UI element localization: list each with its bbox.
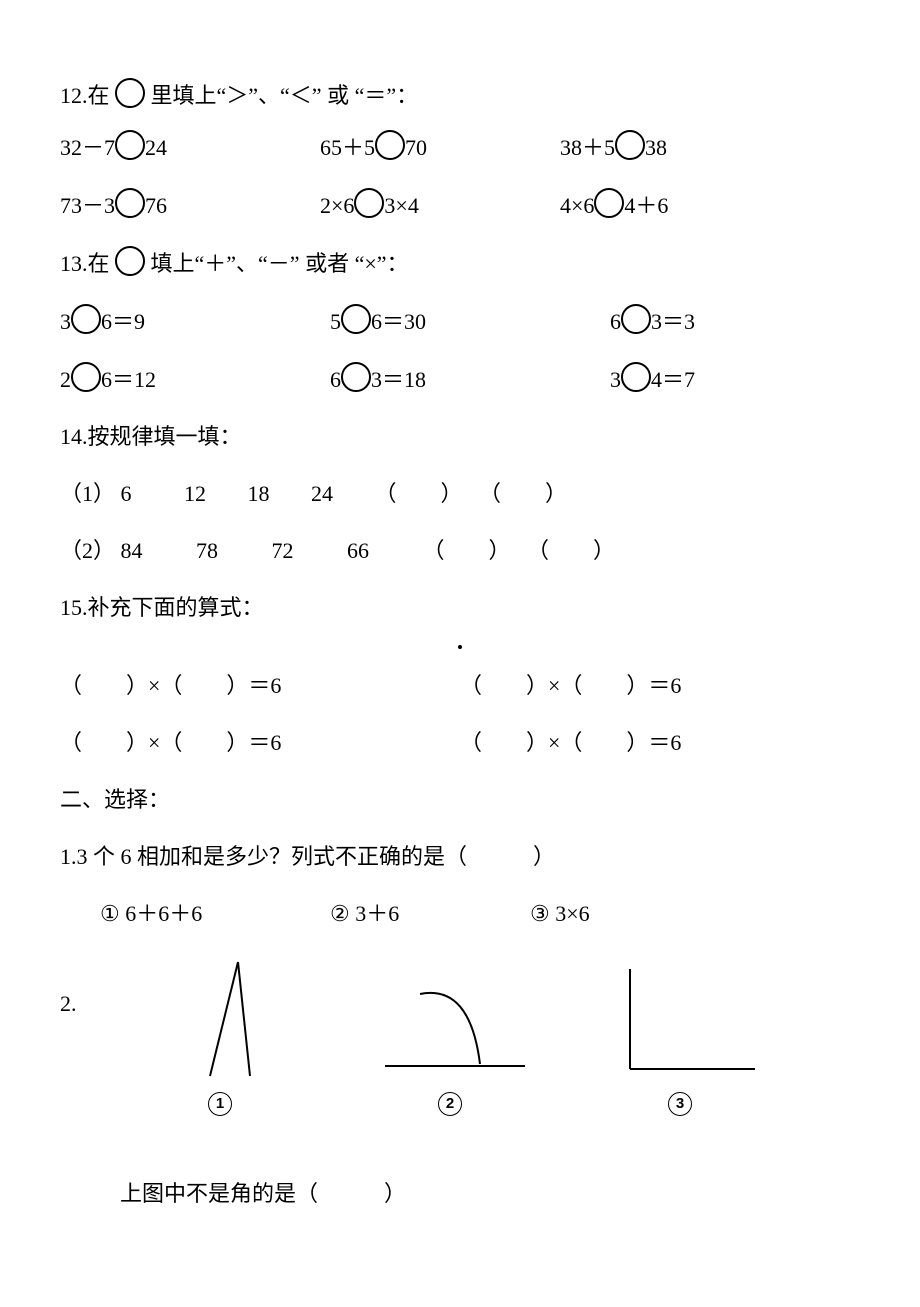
- blank-circle: [354, 188, 384, 218]
- q13-r1c2: 56＝30: [330, 304, 610, 338]
- circle-icon: [115, 246, 145, 276]
- q13-row2: 26＝12 63＝18 34＝7: [60, 362, 860, 396]
- s2q1-text: 1.3 个 6 相加和是多少？列式不正确的是（ ）: [60, 840, 860, 873]
- q12-r2c3: 4×64＋6: [560, 188, 800, 222]
- q14-line1: （1） 6 12 18 24 （ ） （ ）: [60, 477, 860, 510]
- q12-row1: 32－724 65＋570 38＋538: [60, 130, 860, 164]
- q12-r1c2: 65＋570: [320, 130, 560, 164]
- blank-circle: [341, 362, 371, 392]
- q14-title: 14.按规律填一填：: [60, 420, 860, 453]
- section2-title: 二、选择：: [60, 783, 860, 816]
- fig-label-3: 3: [668, 1092, 692, 1116]
- q15-midmark: [60, 630, 860, 663]
- q13-pre: 13.在: [60, 251, 110, 276]
- q13-r1c3: 63＝3: [610, 304, 810, 338]
- blank-paren: （ ）: [375, 477, 463, 510]
- q12-r1c1: 32－724: [60, 130, 320, 164]
- q15-row1: （ ）×（ ）＝6 （ ）×（ ）＝6: [60, 669, 860, 702]
- q12-r2c2: 2×63×4: [320, 188, 560, 222]
- s2q1-opt3: ③ 3×6: [530, 897, 690, 930]
- q12-post: 里填上“＞”、“＜” 或 “＝”：: [151, 83, 419, 108]
- blank-circle: [341, 304, 371, 334]
- blank-paren: （ ）: [479, 477, 567, 510]
- angle-figure-2: 2: [320, 954, 580, 1117]
- blank-circle: [115, 130, 145, 160]
- q12-prompt: 12.在 里填上“＞”、“＜” 或 “＝”：: [60, 78, 860, 112]
- q15-r2c2: （ ）×（ ）＝6: [460, 726, 681, 759]
- q15-r1c2: （ ）×（ ）＝6: [460, 669, 681, 702]
- s2q2-label: 2.: [60, 987, 120, 1117]
- q13-r1c1: 36＝9: [60, 304, 330, 338]
- q14-line2: （2） 84 78 72 66 （ ） （ ）: [60, 534, 860, 567]
- s2q1-opt2: ② 3＋6: [330, 897, 530, 930]
- worksheet-page: 12.在 里填上“＞”、“＜” 或 “＝”： 32－724 65＋570 38＋…: [0, 0, 920, 1307]
- fig-label-1: 1: [208, 1092, 232, 1116]
- q12-r1c3: 38＋538: [560, 130, 800, 164]
- fig-label-2: 2: [438, 1092, 462, 1116]
- q12-r2c1: 73－376: [60, 188, 320, 222]
- angle2-icon: [360, 954, 540, 1084]
- angle-figure-1: 1: [120, 954, 320, 1117]
- q15-row2: （ ）×（ ）＝6 （ ）×（ ）＝6: [60, 726, 860, 759]
- q13-post: 填上“＋”、“－” 或者 “×”：: [151, 251, 409, 276]
- blank-circle: [621, 304, 651, 334]
- q12-row2: 73－376 2×63×4 4×64＋6: [60, 188, 860, 222]
- q13-r2c2: 63＝18: [330, 362, 610, 396]
- q13-r2c1: 26＝12: [60, 362, 330, 396]
- blank-circle: [615, 130, 645, 160]
- q15-r2c1: （ ）×（ ）＝6: [60, 726, 460, 759]
- blank-circle: [115, 188, 145, 218]
- blank-circle: [71, 362, 101, 392]
- q13-prompt: 13.在 填上“＋”、“－” 或者 “×”：: [60, 246, 860, 280]
- blank-paren: （ ）: [527, 534, 615, 567]
- angle-figure-3: 3: [580, 954, 780, 1117]
- blank-paren: （ ）: [423, 534, 511, 567]
- q13-row1: 36＝9 56＝30 63＝3: [60, 304, 860, 338]
- blank-circle: [71, 304, 101, 334]
- s2q2-figures: 2. 1 2 3: [60, 954, 860, 1117]
- dot-icon: [458, 645, 462, 649]
- blank-circle: [621, 362, 651, 392]
- q13-r2c3: 34＝7: [610, 362, 810, 396]
- q15-title: 15.补充下面的算式：: [60, 591, 860, 624]
- circle-icon: [115, 78, 145, 108]
- q12-pre: 12.在: [60, 83, 110, 108]
- s2q1-options: ① 6＋6＋6 ② 3＋6 ③ 3×6: [100, 897, 860, 930]
- blank-circle: [375, 130, 405, 160]
- s2q2-text: 上图中不是角的是（ ）: [120, 1177, 860, 1210]
- s2q1-opt1: ① 6＋6＋6: [100, 897, 330, 930]
- angle1-icon: [160, 954, 280, 1084]
- q15-r1c1: （ ）×（ ）＝6: [60, 669, 460, 702]
- angle3-icon: [600, 954, 760, 1084]
- blank-circle: [594, 188, 624, 218]
